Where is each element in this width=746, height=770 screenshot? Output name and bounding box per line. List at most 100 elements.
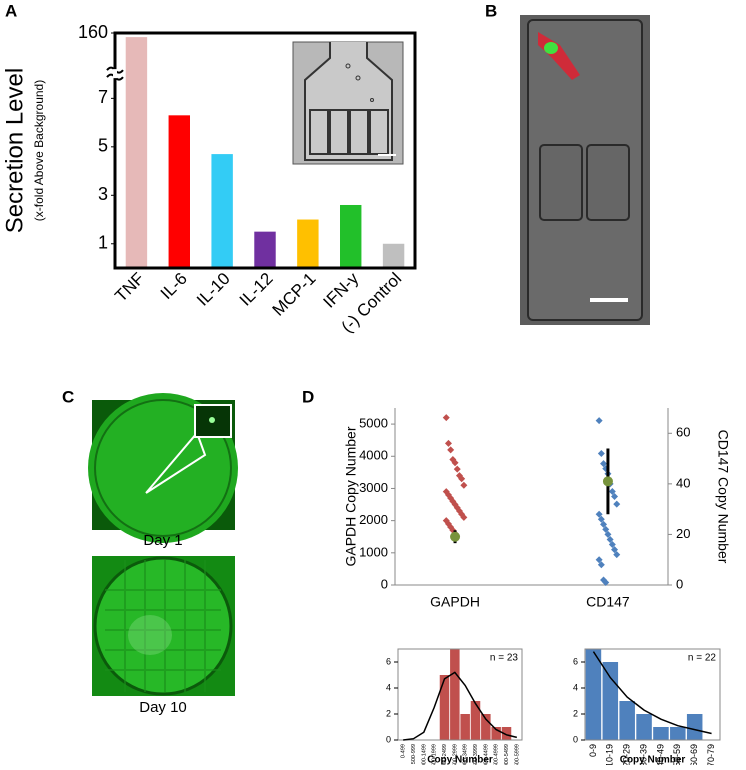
data-point (602, 578, 610, 586)
panel-label: A (5, 1, 17, 20)
y-tick-label: 2000 (359, 512, 388, 527)
x-tick-label: 30-39 (638, 744, 648, 765)
data-point (613, 551, 621, 559)
x-tick-label: MCP-1 (269, 269, 320, 320)
y2-tick-label: 20 (676, 526, 690, 541)
data-point (597, 450, 605, 458)
data-point (453, 465, 461, 473)
bar (619, 701, 635, 740)
x-tick-label: 2500-2999 (452, 744, 458, 765)
data-point (600, 520, 608, 528)
x-tick-label: 60-69 (689, 744, 699, 765)
x-tick-label: GAPDH (430, 594, 480, 610)
y2-axis-label: CD147 Copy Number (715, 430, 731, 564)
y-tick-label: 4000 (359, 448, 388, 463)
inset-image (292, 41, 404, 165)
fit-curve (592, 651, 712, 735)
x-tick-label: 4000-4499 (483, 744, 489, 765)
data-point (595, 417, 603, 425)
x-tick-label: 4500-4999 (494, 744, 500, 765)
x-tick-label: 5500-5999 (514, 744, 520, 765)
image-caption: Day 1 (143, 532, 182, 549)
y-tick-label: 1000 (359, 544, 388, 559)
x-tick-label: TNF (111, 269, 148, 306)
bar (470, 701, 481, 740)
x-tick-label: 5000-5499 (504, 744, 510, 765)
y-axis-label: GAPDH Copy Number (343, 426, 359, 566)
y2-tick-label: 60 (676, 425, 690, 440)
fit-curve (403, 671, 518, 741)
y-tick-label: 6 (573, 656, 578, 666)
panel-label: C (62, 387, 74, 406)
panel-label: B (485, 1, 497, 20)
x-tick-label: 0-9 (588, 744, 598, 757)
data-point (613, 500, 621, 508)
mean-point (450, 531, 461, 542)
annotation: n = 22 (688, 653, 717, 664)
data-point (597, 561, 605, 569)
data-point (595, 510, 603, 518)
data-point (611, 493, 619, 500)
y-axis-sublabel: (x-fold Above Background) (32, 80, 46, 221)
y-tick-label: 0 (386, 734, 391, 744)
data-point (460, 513, 468, 521)
y2-tick-label: 40 (676, 475, 690, 490)
y-tick-label: 1 (98, 233, 108, 253)
x-tick-label: 1500-1999 (432, 744, 438, 765)
x-tick-label: 3000-3499 (463, 744, 469, 765)
x-axis-label: Copy Number (427, 755, 493, 765)
annotation: n = 23 (490, 653, 519, 664)
bar (602, 662, 619, 740)
micrograph-c1 (88, 393, 238, 543)
plot-frame (397, 648, 523, 741)
bar (382, 243, 405, 268)
data-point (600, 460, 608, 468)
data-point (608, 487, 616, 495)
y-tick-label: 0 (573, 734, 578, 744)
y-tick-label: 3 (98, 184, 108, 204)
data-point (595, 556, 603, 564)
bar (686, 714, 703, 740)
bar (670, 727, 686, 740)
bar (450, 649, 460, 740)
x-tick-label: 1000-1499 (421, 744, 427, 765)
plot-frame (584, 648, 721, 741)
bar (125, 37, 148, 268)
micrograph-b (520, 15, 650, 325)
bar (585, 649, 602, 740)
bar (636, 714, 652, 740)
bar (168, 115, 190, 268)
axis-break-gap (113, 69, 117, 79)
data-point (442, 414, 450, 422)
y-tick-label: 3000 (359, 480, 388, 495)
y-tick-label: 4 (573, 682, 578, 692)
x-tick-label: IL-10 (193, 269, 234, 310)
image-caption: Day 10 (139, 699, 187, 716)
data-point (602, 525, 610, 533)
bar (340, 204, 362, 268)
bar (481, 714, 491, 740)
y-tick-label: 5 (98, 136, 108, 156)
bar (653, 727, 669, 740)
x-axis-label: Copy Number (620, 755, 686, 765)
data-point (451, 459, 459, 467)
mean-point (602, 476, 613, 487)
data-point (447, 446, 455, 454)
plot-frame (113, 31, 417, 270)
data-point (606, 535, 614, 543)
bar (254, 231, 276, 268)
panel-label: D (302, 387, 314, 406)
x-tick-label: 0-499 (401, 744, 407, 758)
x-tick-label: 10-19 (605, 744, 615, 765)
x-tick-label: 20-29 (622, 744, 632, 765)
data-point (597, 515, 605, 523)
y-tick-label: 4 (386, 682, 391, 692)
data-point (458, 475, 466, 483)
x-tick-label: 40-49 (655, 744, 665, 765)
data-point (444, 439, 452, 447)
y-axis-label: Secretion Level (1, 68, 28, 233)
bar (491, 727, 501, 740)
bar (501, 727, 512, 740)
bar (211, 154, 233, 268)
